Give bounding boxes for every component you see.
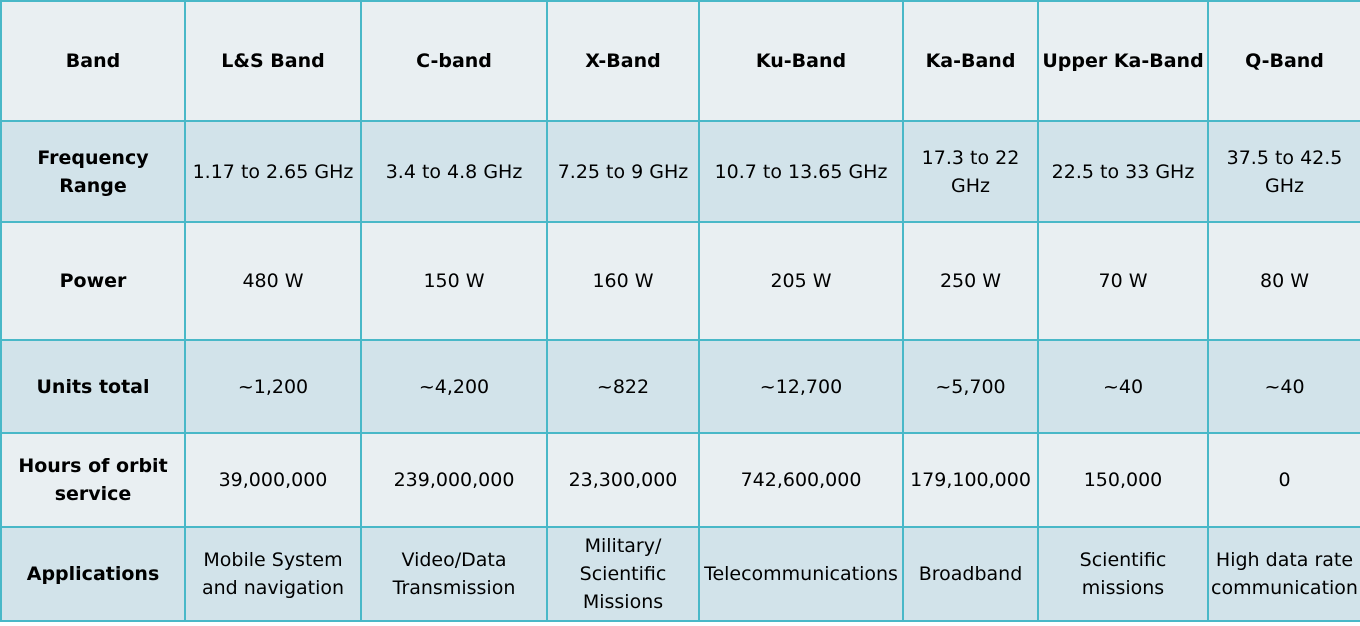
row-label: Applications	[0, 525, 186, 623]
table-cell: Military/ Scientific Missions	[546, 525, 700, 623]
row-applications: Applications Mobile System and navigatio…	[0, 525, 1360, 623]
table-cell: 70 W	[1037, 220, 1209, 342]
header-cell-ls-band: L&S Band	[184, 0, 362, 123]
table-cell: Broadband	[902, 525, 1039, 623]
table-cell: 239,000,000	[360, 432, 548, 528]
table-cell: 0	[1207, 432, 1360, 528]
table-cell: ~12,700	[698, 339, 904, 435]
header-cell-x-band: X-Band	[546, 0, 700, 123]
table-cell: 23,300,000	[546, 432, 700, 528]
table-cell: ~822	[546, 339, 700, 435]
row-power: Power 480 W 150 W 160 W 205 W 250 W 70 W…	[0, 220, 1360, 342]
table-cell: 150,000	[1037, 432, 1209, 528]
table-cell: 10.7 to 13.65 GHz	[698, 120, 904, 223]
table-cell: 22.5 to 33 GHz	[1037, 120, 1209, 223]
table-cell: 742,600,000	[698, 432, 904, 528]
row-label: Units total	[0, 339, 186, 435]
table-cell: ~40	[1207, 339, 1360, 435]
table-cell: 480 W	[184, 220, 362, 342]
table-cell: 179,100,000	[902, 432, 1039, 528]
table-cell: 1.17 to 2.65 GHz	[184, 120, 362, 223]
row-label: Frequency Range	[0, 120, 186, 223]
header-cell-upper-ka-band: Upper Ka-Band	[1037, 0, 1209, 123]
table-cell: 205 W	[698, 220, 904, 342]
table-cell: 3.4 to 4.8 GHz	[360, 120, 548, 223]
header-cell-ku-band: Ku-Band	[698, 0, 904, 123]
table-cell: 80 W	[1207, 220, 1360, 342]
table-cell: ~5,700	[902, 339, 1039, 435]
table-cell: High data rate communication	[1207, 525, 1360, 623]
header-cell-q-band: Q-Band	[1207, 0, 1360, 123]
table-cell: ~1,200	[184, 339, 362, 435]
table-cell: 150 W	[360, 220, 548, 342]
table-cell: Scientific missions	[1037, 525, 1209, 623]
row-label: Hours of orbit service	[0, 432, 186, 528]
table-cell: Mobile System and navigation	[184, 525, 362, 623]
table-cell: 250 W	[902, 220, 1039, 342]
header-cell-ka-band: Ka-Band	[902, 0, 1039, 123]
row-label: Power	[0, 220, 186, 342]
table-cell: ~40	[1037, 339, 1209, 435]
row-frequency-range: Frequency Range 1.17 to 2.65 GHz 3.4 to …	[0, 120, 1360, 223]
table-cell: Telecommunications	[698, 525, 904, 623]
table-cell: Video/Data Transmission	[360, 525, 548, 623]
table-cell: 39,000,000	[184, 432, 362, 528]
row-units-total: Units total ~1,200 ~4,200 ~822 ~12,700 ~…	[0, 339, 1360, 435]
header-cell-band: Band	[0, 0, 186, 123]
table-cell: 7.25 to 9 GHz	[546, 120, 700, 223]
header-cell-c-band: C-band	[360, 0, 548, 123]
header-row: Band L&S Band C-band X-Band Ku-Band Ka-B…	[0, 0, 1360, 123]
row-hours-of-orbit-service: Hours of orbit service 39,000,000 239,00…	[0, 432, 1360, 528]
table-cell: 17.3 to 22 GHz	[902, 120, 1039, 223]
table-cell: 37.5 to 42.5 GHz	[1207, 120, 1360, 223]
table-cell: 160 W	[546, 220, 700, 342]
table-cell: ~4,200	[360, 339, 548, 435]
